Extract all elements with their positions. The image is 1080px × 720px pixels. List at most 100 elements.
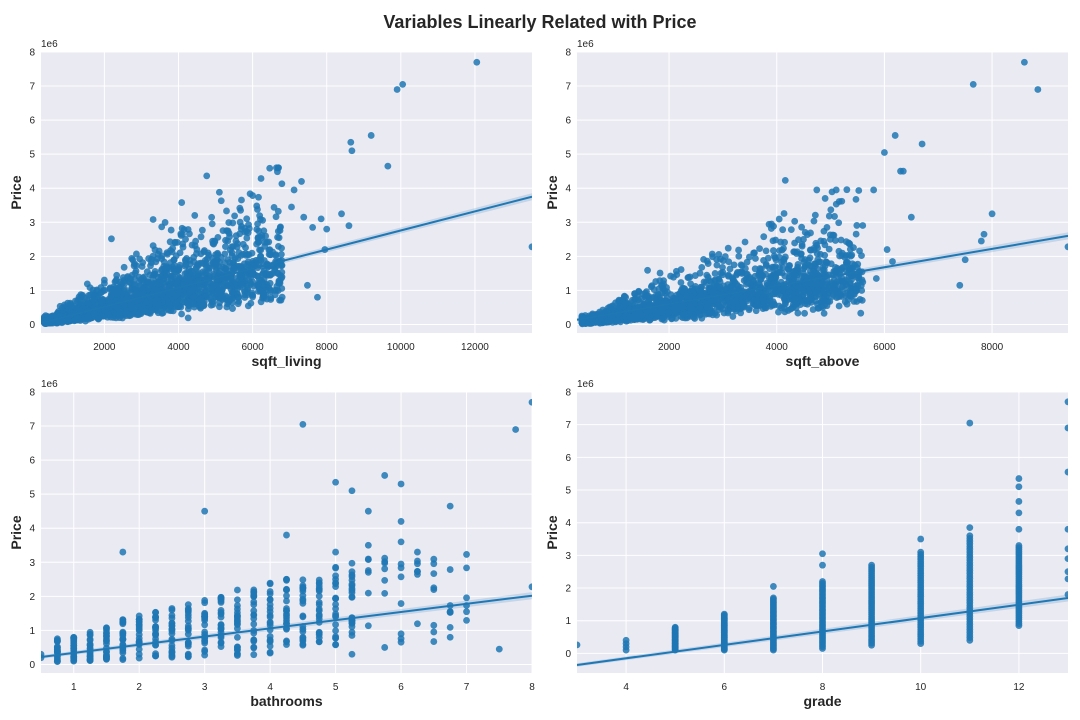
data-point: [766, 275, 773, 282]
data-point: [315, 592, 323, 600]
data-point: [741, 238, 749, 246]
data-point: [323, 225, 331, 233]
data-point: [299, 576, 307, 584]
data-point: [167, 277, 175, 284]
x-axis-label: sqft_living: [251, 353, 321, 369]
data-point: [795, 289, 803, 297]
data-point: [135, 612, 143, 620]
data-point: [414, 571, 421, 578]
data-point: [298, 178, 305, 185]
data-point: [179, 243, 187, 251]
data-point: [847, 252, 855, 260]
data-point: [228, 252, 236, 260]
data-point: [151, 246, 159, 254]
data-point: [144, 279, 151, 287]
data-point: [384, 162, 392, 170]
data-point: [182, 261, 190, 269]
data-point: [367, 132, 375, 139]
data-point: [142, 298, 150, 306]
data-point: [446, 566, 454, 573]
data-point: [231, 265, 238, 273]
data-point: [70, 635, 78, 643]
data-point: [184, 617, 192, 625]
data-point: [724, 244, 732, 252]
data-point: [813, 186, 821, 194]
data-point: [835, 302, 843, 310]
data-point: [825, 245, 833, 253]
data-point: [266, 164, 274, 172]
data-point: [686, 303, 694, 311]
data-point: [168, 614, 176, 622]
data-point: [217, 624, 225, 632]
data-point: [120, 263, 128, 271]
x-tick-label: 6000: [873, 342, 896, 353]
data-point: [59, 306, 67, 314]
data-point: [219, 227, 227, 235]
data-point: [980, 230, 988, 238]
data-point: [750, 249, 758, 257]
data-point: [770, 264, 778, 271]
data-point: [473, 58, 481, 66]
data-point: [266, 601, 274, 608]
data-point: [278, 273, 286, 281]
data-point: [332, 621, 339, 629]
data-point: [249, 192, 257, 199]
data-point: [130, 262, 138, 270]
data-point: [226, 246, 234, 254]
data-point: [215, 267, 223, 275]
data-point: [791, 248, 799, 256]
data-point: [463, 594, 470, 602]
data-point: [381, 576, 389, 584]
data-point: [706, 309, 713, 317]
data-point: [186, 287, 194, 295]
y-tick-label: 5: [565, 150, 571, 161]
data-point: [745, 253, 753, 261]
data-point: [332, 548, 339, 556]
data-point: [708, 250, 716, 258]
data-point: [255, 193, 262, 201]
data-point: [719, 263, 726, 271]
data-point: [829, 286, 837, 293]
data-point: [104, 311, 112, 319]
data-point: [168, 622, 176, 629]
y-axis-label: Price: [544, 175, 560, 209]
data-point: [858, 287, 866, 294]
data-point: [698, 263, 706, 271]
data-point: [381, 589, 389, 597]
data-point: [191, 271, 198, 279]
data-point: [278, 250, 285, 258]
data-point: [152, 613, 159, 621]
data-point: [108, 235, 115, 243]
data-point: [677, 279, 685, 286]
data-point: [315, 638, 323, 646]
data-point: [128, 271, 136, 279]
data-point: [238, 196, 245, 204]
data-point: [197, 233, 205, 241]
data-point: [752, 255, 759, 262]
data-point: [196, 302, 203, 309]
data-point: [241, 224, 249, 232]
data-point: [169, 244, 177, 252]
data-point: [740, 303, 748, 311]
data-point: [315, 607, 323, 615]
data-point: [446, 609, 454, 616]
data-point: [201, 599, 209, 607]
data-point: [709, 288, 717, 296]
data-point: [61, 301, 68, 309]
data-point: [210, 282, 218, 290]
data-point: [528, 243, 532, 251]
data-point: [841, 253, 849, 261]
data-point: [86, 657, 94, 664]
y-tick-label: 5: [29, 150, 35, 161]
data-point: [211, 261, 219, 268]
data-point: [266, 588, 274, 595]
data-point: [956, 281, 964, 289]
data-point: [192, 237, 200, 245]
data-point: [446, 623, 454, 631]
data-point: [283, 638, 290, 646]
data-point: [315, 585, 323, 593]
data-point: [236, 218, 244, 226]
data-point: [167, 226, 175, 234]
data-point: [222, 243, 229, 251]
